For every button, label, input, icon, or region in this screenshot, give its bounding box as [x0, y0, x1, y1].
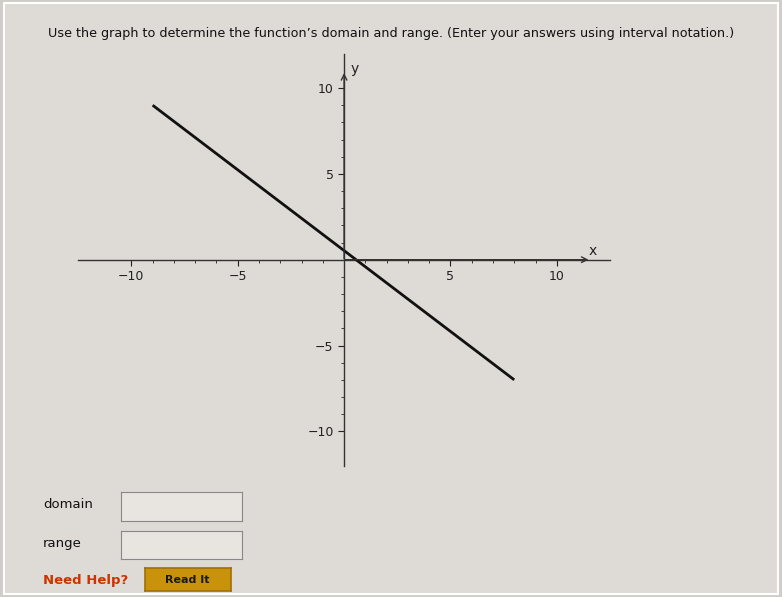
Text: range: range — [43, 537, 82, 550]
Text: domain: domain — [43, 498, 93, 511]
Text: Read It: Read It — [166, 575, 210, 584]
Text: Use the graph to determine the function’s domain and range. (Enter your answers : Use the graph to determine the function’… — [48, 27, 734, 40]
Text: Need Help?: Need Help? — [43, 574, 128, 587]
FancyBboxPatch shape — [4, 3, 778, 594]
Text: y: y — [350, 62, 359, 76]
Text: x: x — [589, 244, 597, 258]
